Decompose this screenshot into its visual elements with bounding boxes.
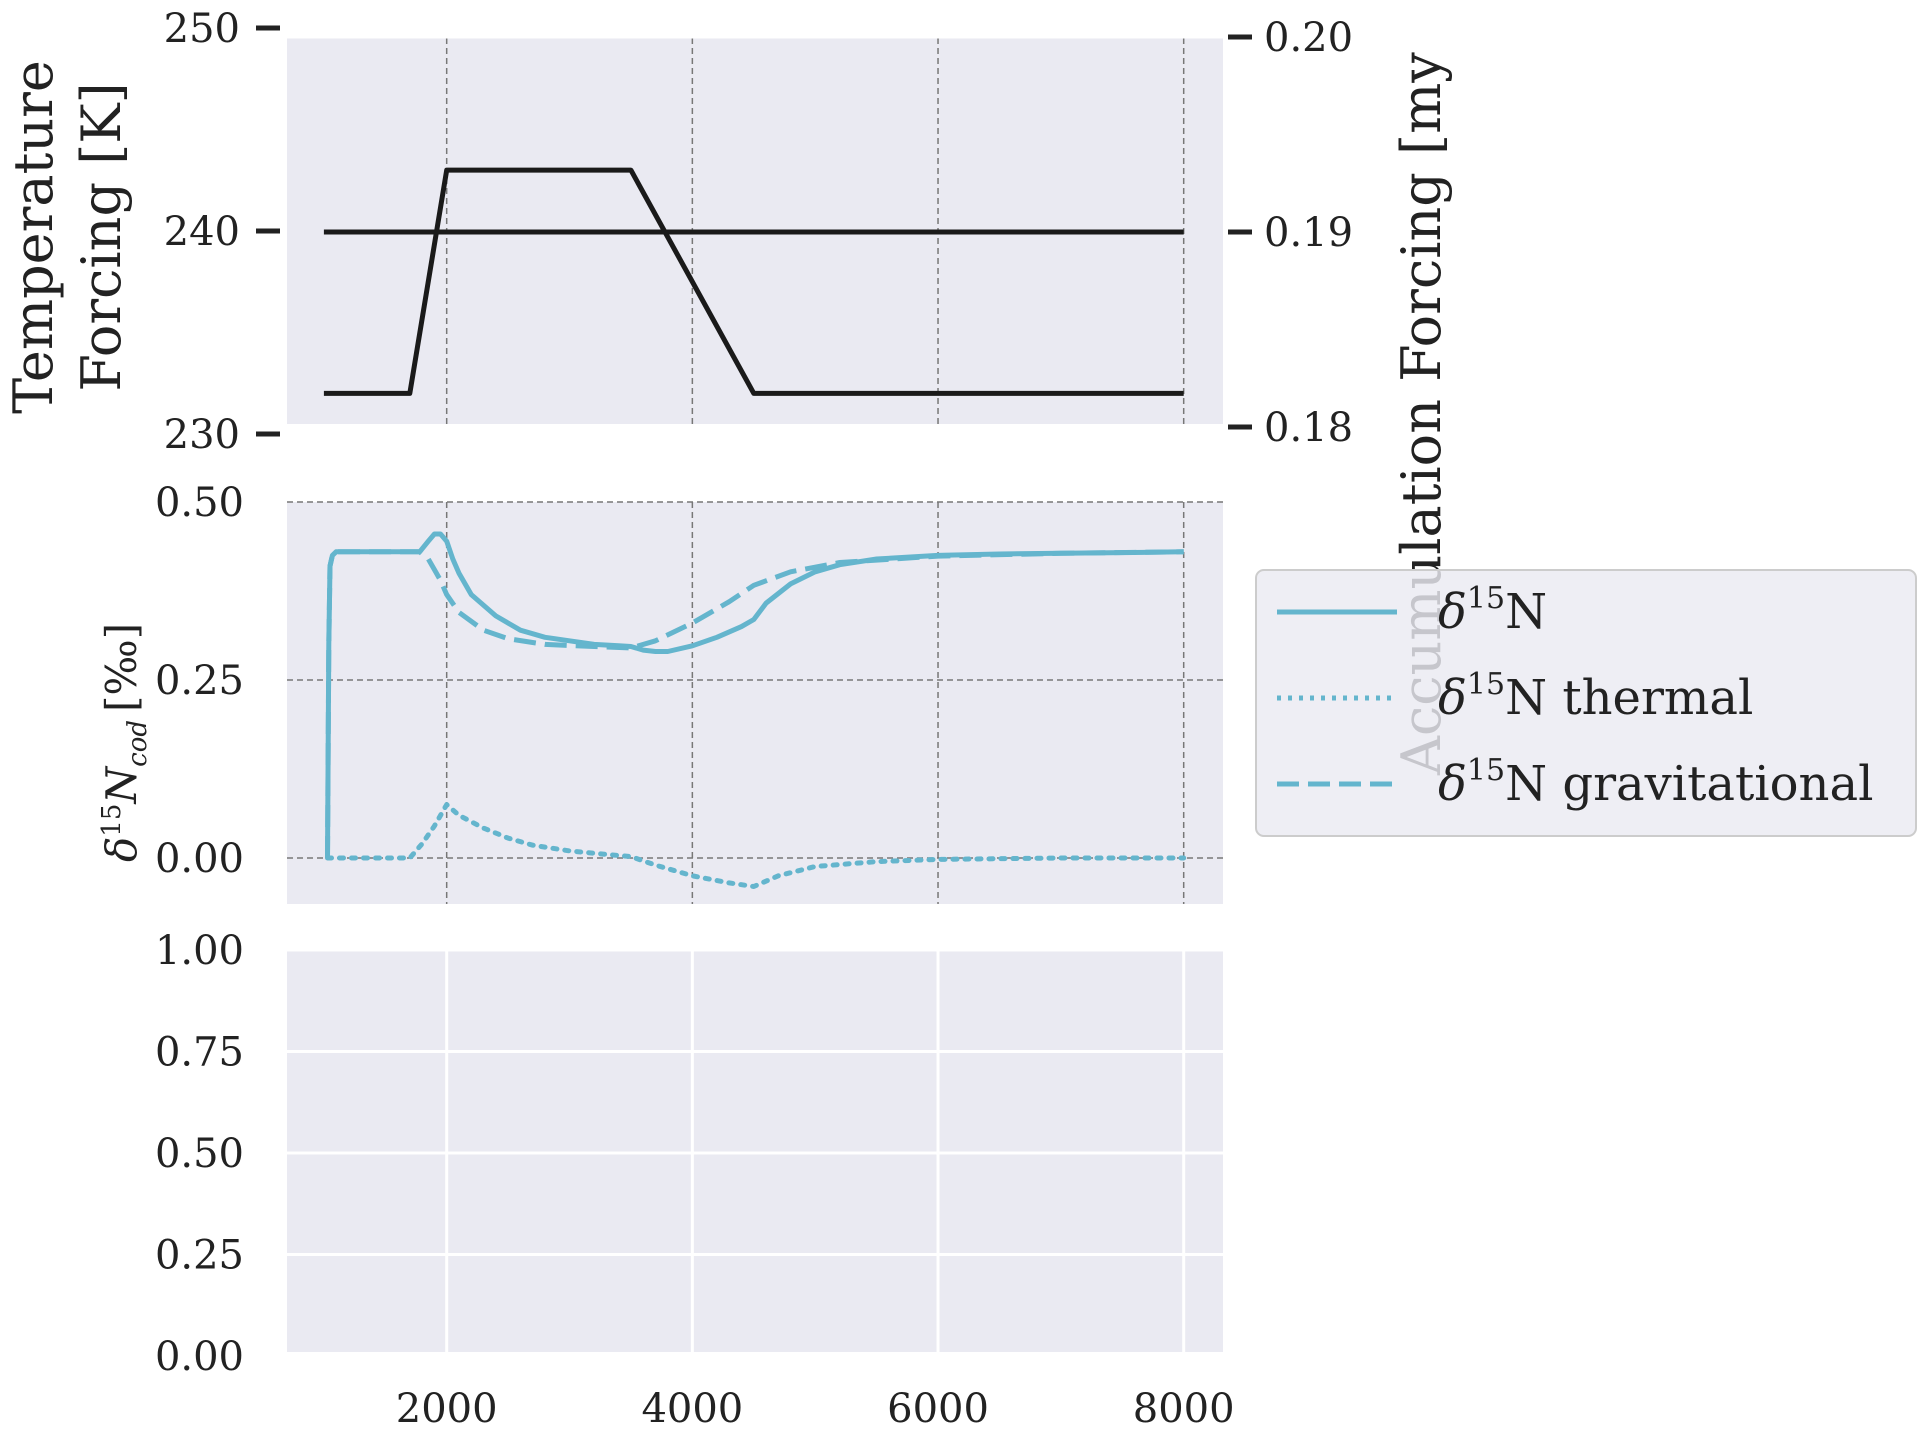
plot-background — [287, 950, 1223, 1352]
x-tick-label: 6000 — [887, 1386, 989, 1432]
y-label-unit: [‰] — [97, 623, 146, 712]
temperature-forcing-panel: 230 240 250 0.18 0.19 0.20 Temperature Forci… — [2, 6, 1453, 776]
y-tick-label: 0.50 — [155, 1131, 244, 1177]
left-y-ticks: 230 240 250 — [164, 6, 280, 458]
data-lines — [325, 531, 1187, 889]
y-label-sub: cod — [123, 720, 153, 767]
right-tick-label: 0.19 — [1264, 210, 1353, 256]
right-tick-label: 0.20 — [1264, 15, 1353, 61]
y-tick-label: 0.50 — [155, 480, 244, 526]
y-tick-label: 0.00 — [155, 1334, 244, 1380]
dashed-gridlines — [287, 501, 1223, 904]
y-tick-labels: 0.00 0.25 0.50 0.75 1.00 — [155, 928, 244, 1380]
left-tick-label: 250 — [164, 6, 240, 52]
left-tick-label: 240 — [164, 209, 240, 255]
empty-panel: 0.00 0.25 0.50 0.75 1.00 2000 4000 6000 8000 — [155, 928, 1235, 1432]
y-tick-label: 0.25 — [155, 658, 244, 704]
legend-label-gravitational: δ15N gravitational — [1438, 753, 1873, 812]
white-gridlines — [287, 948, 1223, 1358]
legend-label-d15n: δ15N — [1438, 581, 1547, 640]
y-label-n: N — [97, 766, 146, 805]
d15n-thermal-line — [325, 802, 1187, 889]
right-tick-label: 0.18 — [1264, 405, 1353, 451]
legend: δ15N δ15N thermal δ15N gravitational — [1255, 569, 1917, 837]
d15n-line — [325, 531, 1184, 859]
y-axis-label: δ15Ncod [‰] — [97, 623, 153, 862]
left-tick-label: 230 — [164, 412, 240, 458]
plot-background — [287, 502, 1223, 904]
data-lines — [287, 35, 1223, 429]
y-axis-label-line1: Temperature — [2, 60, 65, 414]
y-tick-label: 1.00 — [155, 928, 244, 974]
y-tick-label: 0.25 — [155, 1233, 244, 1279]
temperature-forcing-line — [323, 167, 1184, 396]
right-y-ticks: 0.18 0.19 0.20 — [1228, 15, 1353, 451]
x-tick-label: 8000 — [1133, 1386, 1235, 1432]
y-tick-labels: 0.00 0.25 0.50 — [155, 480, 244, 882]
d15n-panel: 0.00 0.25 0.50 δ15Ncod [‰] — [97, 480, 1223, 904]
x-tick-labels: 2000 4000 6000 8000 — [396, 1386, 1235, 1432]
legend-box — [1255, 569, 1917, 837]
y-label-sup: 15 — [97, 804, 127, 837]
y-axis-label-line2: Forcing [K] — [70, 82, 133, 391]
y-label-delta: δ — [97, 837, 146, 862]
y-tick-label: 0.00 — [155, 836, 244, 882]
y-tick-label: 0.75 — [155, 1030, 244, 1076]
legend-label-thermal: δ15N thermal — [1438, 667, 1753, 726]
x-tick-label: 4000 — [641, 1386, 743, 1432]
x-tick-label: 2000 — [396, 1386, 498, 1432]
